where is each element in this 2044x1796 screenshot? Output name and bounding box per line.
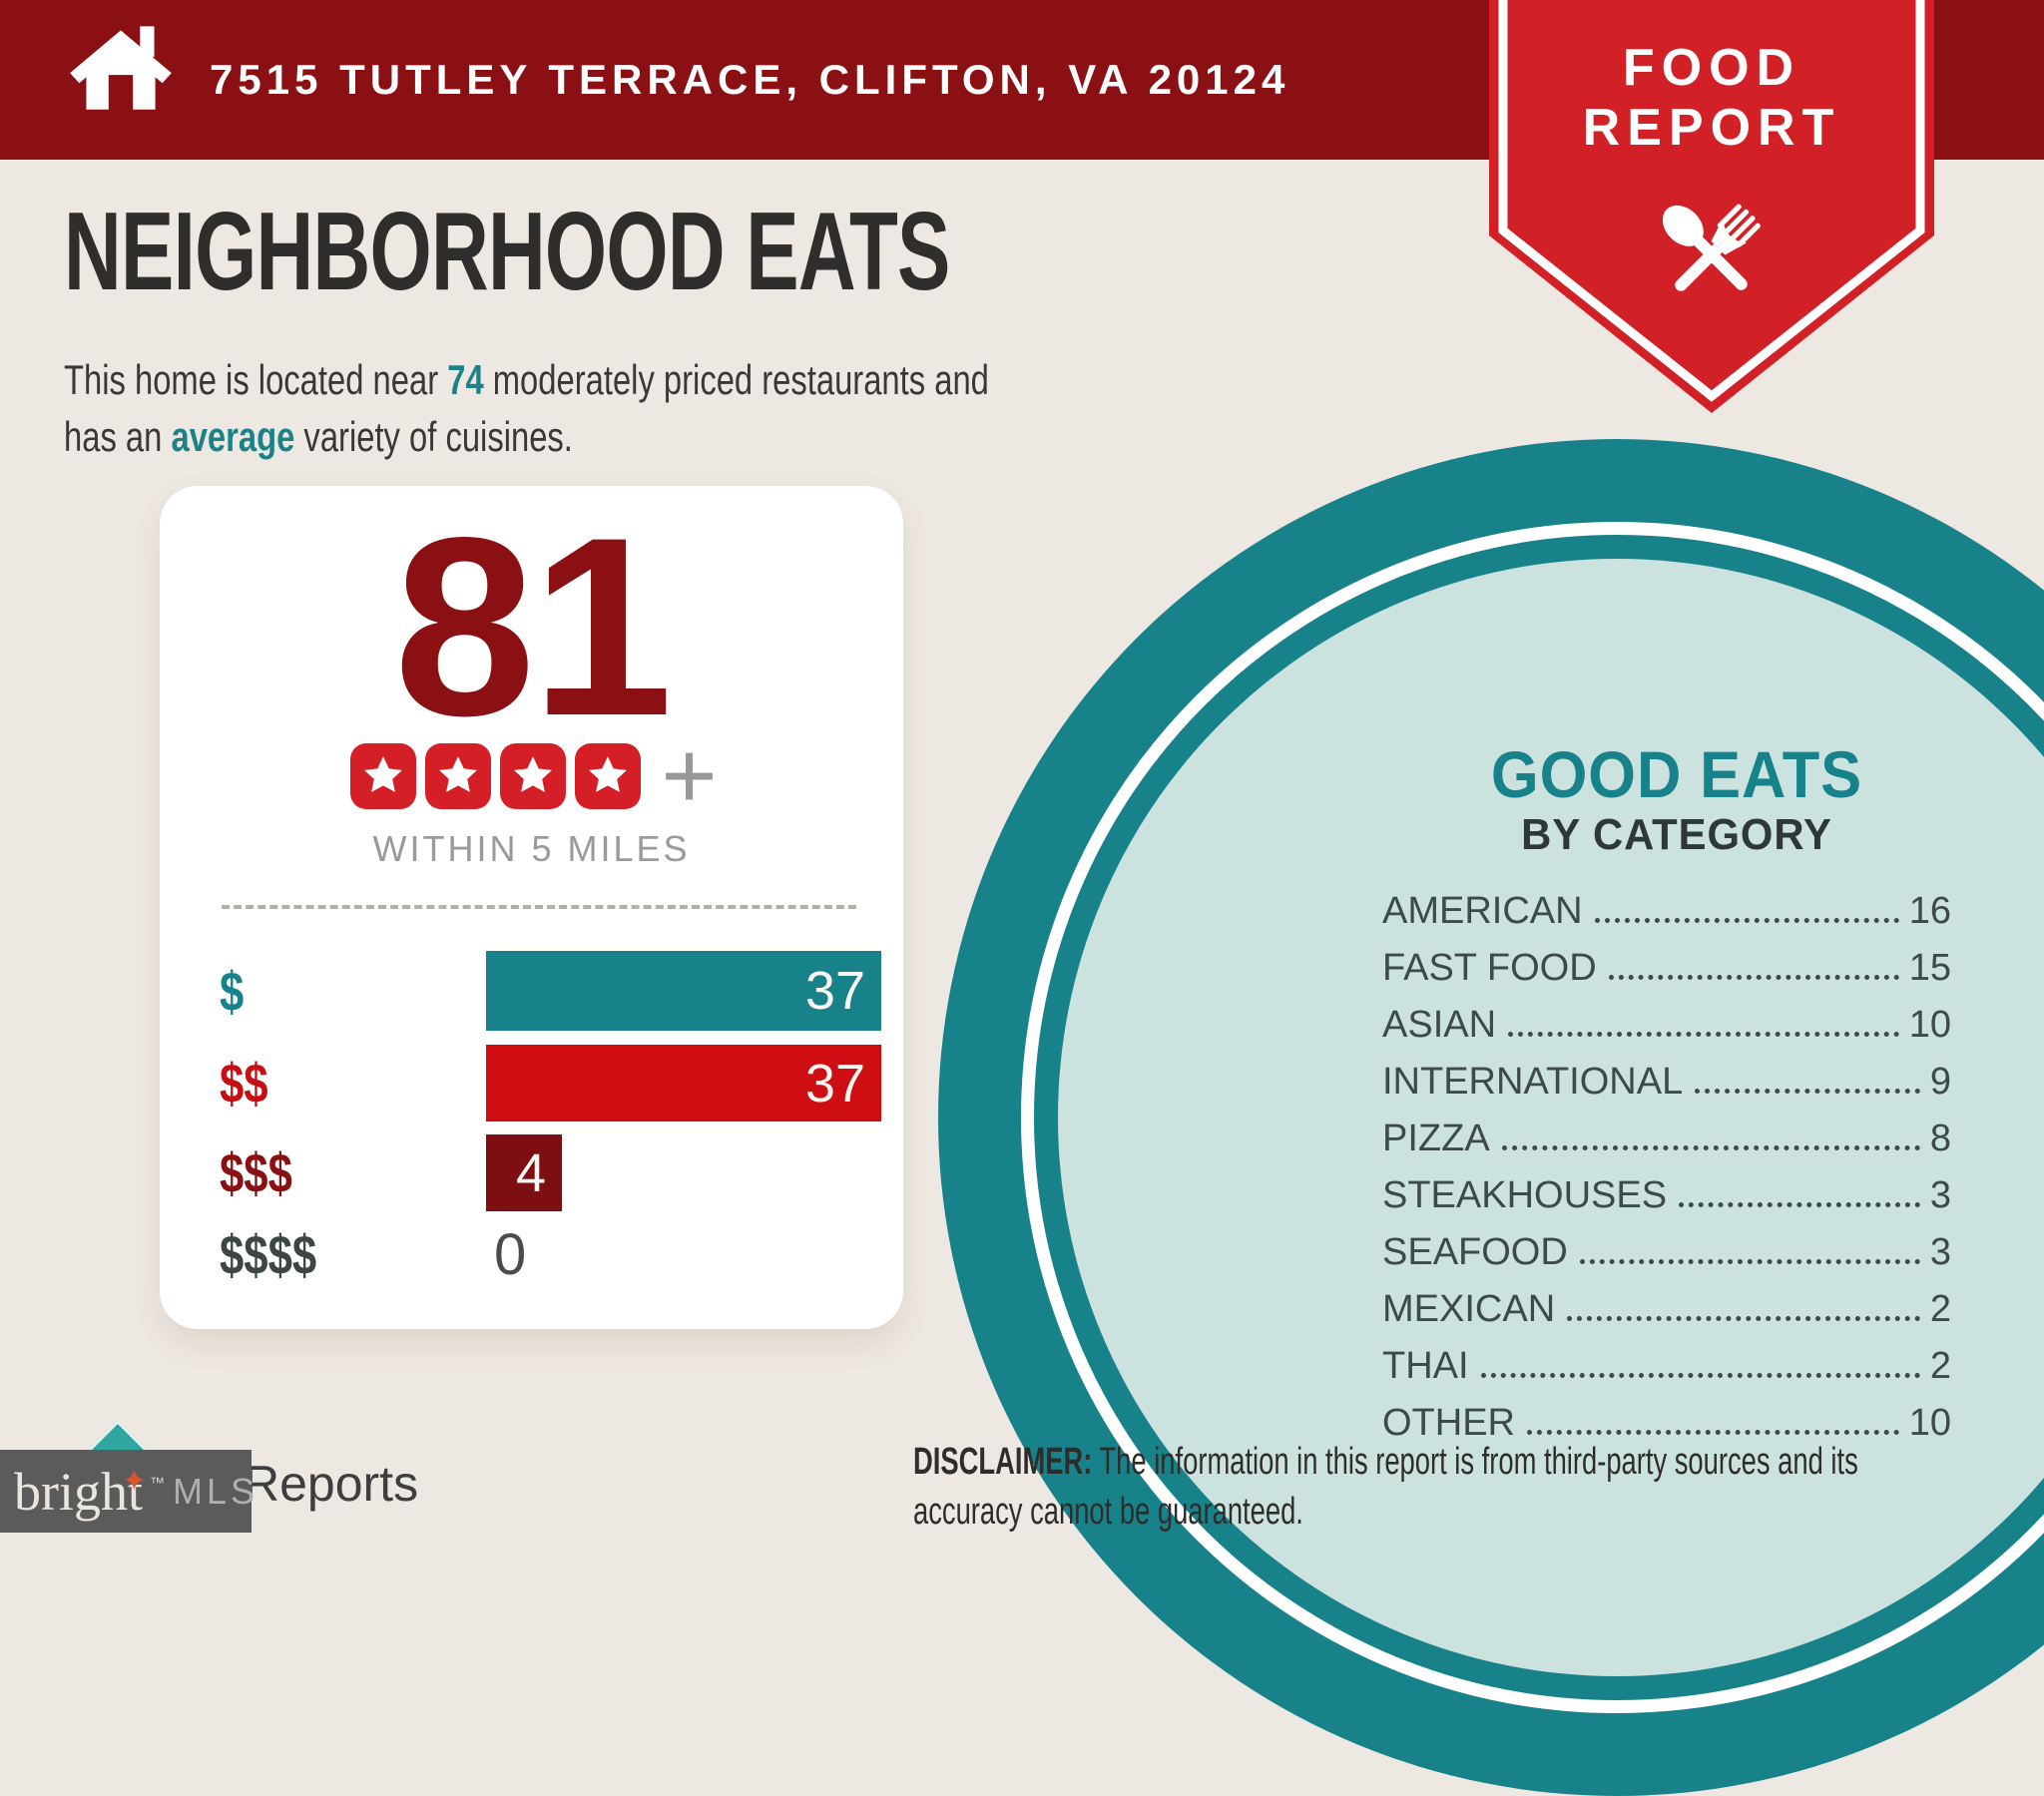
category-row: FAST FOOD 15 [1382, 933, 1951, 990]
dotted-leader [1579, 1259, 1920, 1264]
category-label: PIZZA [1382, 1118, 1490, 1159]
category-label: FAST FOOD [1382, 947, 1597, 989]
dotted-leader [1501, 1145, 1920, 1150]
stars-row: + [160, 722, 903, 829]
category-row: OTHER 10 [1382, 1388, 1951, 1445]
star-icon [424, 743, 491, 809]
category-label: SEAFOOD [1382, 1231, 1568, 1273]
bright-logo: bright ✦ ™ [14, 1464, 165, 1519]
category-row: THAI 2 [1382, 1331, 1951, 1388]
bar-value-zero: 0 [494, 1221, 527, 1287]
category-row: ASIAN 10 [1382, 990, 1951, 1047]
dotted-leader [1608, 975, 1899, 980]
page-title: NEIGHBORHOOD EATS [64, 190, 950, 313]
category-row: STEAKHOUSES 3 [1382, 1160, 1951, 1217]
price-bar: 37 [486, 1045, 881, 1122]
good-eats-title: GOOD EATS [1490, 737, 1863, 811]
category-label: MEXICAN [1382, 1288, 1556, 1330]
dashed-divider [222, 905, 856, 909]
mls-label: MLS [173, 1470, 259, 1512]
star-icon [349, 743, 416, 809]
price-bar: 4 [486, 1134, 562, 1211]
good-eats-circle-interior [1058, 559, 2044, 1676]
price-level-label: $$ [220, 1052, 268, 1115]
property-address: 7515 TUTLEY TERRACE, CLIFTON, VA 20124 [210, 56, 1290, 103]
badge-title-report: REPORT [1582, 99, 1841, 157]
price-row: $$ 37 [220, 1045, 881, 1122]
category-label: INTERNATIONAL [1382, 1061, 1684, 1103]
intro-line-1: This home is located near 74 moderately … [64, 356, 989, 403]
good-eats-subtitle: BY CATEGORY [1521, 810, 1832, 859]
dotted-leader [1480, 1373, 1920, 1378]
dotted-leader [1508, 1032, 1899, 1037]
category-value: 2 [1929, 1345, 1951, 1387]
star-icon [499, 743, 566, 809]
intro-text: This home is located near 74 moderately … [64, 351, 989, 465]
price-row: $$$ 4 [220, 1134, 881, 1211]
category-label: AMERICAN [1382, 890, 1583, 932]
category-label: THAI [1382, 1345, 1469, 1387]
food-report-badge: FOOD REPORT [1489, 0, 1934, 419]
trademark-symbol: ™ [150, 1474, 165, 1492]
plus-icon: + [661, 722, 718, 829]
dotted-leader [1527, 1430, 1899, 1435]
restaurant-score: 81 [393, 485, 674, 769]
disclaimer-label: DISCLAIMER: [913, 1441, 1093, 1483]
price-level-label: $$$$ [220, 1222, 317, 1286]
score-card: 81 + WITHIN 5 MILES $37 $$ 37 $$$ 4 $$$$ 0 [160, 486, 903, 1329]
radius-label: WITHIN 5 MILES [372, 828, 691, 869]
star-icon [574, 743, 641, 809]
dotted-leader [1567, 1316, 1920, 1321]
category-value: 10 [1908, 1402, 1951, 1444]
variety-highlight: average [171, 413, 295, 460]
category-row: SEAFOOD 3 [1382, 1217, 1951, 1274]
category-label: OTHER [1382, 1402, 1515, 1444]
disclaimer-line-1: DISCLAIMER: The information in this repo… [913, 1441, 1858, 1483]
category-value: 16 [1908, 890, 1951, 932]
sparkle-icon: ✦ [121, 1463, 147, 1499]
category-value: 2 [1929, 1288, 1951, 1330]
intro-line-2: has an average variety of cuisines. [64, 413, 573, 460]
category-list: AMERICAN 16 FAST FOOD 15 ASIAN 10 INTERNATIONA… [1382, 876, 1951, 1445]
price-row: $$$$ 0 [220, 1214, 881, 1294]
bright-mls-watermark: bright ✦ ™ MLS [0, 1450, 255, 1533]
category-value: 10 [1908, 1004, 1951, 1046]
bar-value: 37 [804, 1053, 865, 1114]
category-value: 9 [1929, 1061, 1951, 1103]
price-row: $37 [220, 951, 881, 1031]
category-row: AMERICAN 16 [1382, 876, 1951, 933]
category-row: INTERNATIONAL 9 [1382, 1047, 1951, 1104]
star-rating [345, 743, 645, 809]
category-row: MEXICAN 2 [1382, 1274, 1951, 1331]
disclaimer: DISCLAIMER: The information in this repo… [913, 1437, 1858, 1537]
category-label: ASIAN [1382, 1004, 1497, 1046]
dotted-leader [1679, 1202, 1920, 1207]
category-row: PIZZA 8 [1382, 1104, 1951, 1160]
bar-value: 37 [804, 961, 865, 1021]
badge-title-food: FOOD [1622, 39, 1801, 97]
spoon-fork-icon [1637, 180, 1787, 334]
price-level-label: $$$ [220, 1141, 292, 1204]
category-label: STEAKHOUSES [1382, 1174, 1668, 1216]
price-bar: 37 [486, 951, 881, 1031]
bar-value: 4 [515, 1142, 546, 1203]
category-value: 15 [1908, 947, 1951, 989]
category-value: 3 [1929, 1231, 1951, 1273]
disclaimer-line-2: accuracy cannot be guaranteed. [913, 1491, 1303, 1533]
dotted-leader [1695, 1089, 1920, 1094]
restaurant-count: 74 [447, 356, 484, 403]
reports-logo-text: Reports [244, 1456, 419, 1512]
price-level-label: $ [220, 959, 245, 1023]
dotted-leader [1594, 918, 1899, 923]
home-icon [60, 12, 182, 123]
category-value: 8 [1929, 1118, 1951, 1159]
category-value: 3 [1929, 1174, 1951, 1216]
